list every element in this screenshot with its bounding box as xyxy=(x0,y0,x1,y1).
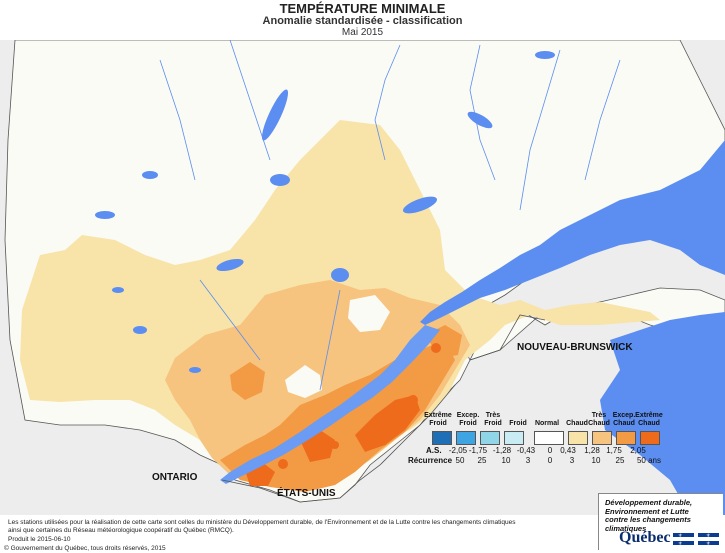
ministry-line-3: contre les changements xyxy=(605,515,691,524)
legend-swatch-5 xyxy=(534,431,564,445)
rivers xyxy=(159,40,621,391)
us-border xyxy=(221,384,456,503)
legend: Extrême Froid Excep. Froid Très Froid Froid… xyxy=(408,408,664,468)
legend-rec-2: 10 xyxy=(501,456,511,465)
legend-as-1: -1,75 xyxy=(468,446,488,455)
extreme-chaud-spot-1 xyxy=(431,343,441,353)
provincial-border xyxy=(469,314,546,361)
legend-swatch-8 xyxy=(616,431,636,445)
legend-as-5: 0,43 xyxy=(560,446,576,455)
excep-chaud-patch-1 xyxy=(230,362,265,400)
quebec-wordmark: Québec xyxy=(619,529,671,546)
footer-produced: Produit le 2015-06-10 xyxy=(8,536,71,543)
quebec-temperature-map: NOUVEAU-BRUNSWICK ONTARIO ÉTATS-UNIS xyxy=(0,40,725,515)
legend-rec-1: 25 xyxy=(477,456,487,465)
legend-as-4: 0 xyxy=(547,446,553,455)
fleur-de-lis-flag-icon: ⚜ ⚜ ⚜ ⚜ xyxy=(673,533,719,545)
ministry-line-4: climatiques xyxy=(605,523,647,533)
legend-head-8: Excep. Chaud xyxy=(612,412,636,427)
legend-as-0: -2,05 xyxy=(448,446,468,455)
legend-as-label: A.S. xyxy=(426,446,442,455)
legend-head-1: Extrême Froid xyxy=(424,412,452,427)
map-subtitle: Anomalie standardisée - classification xyxy=(262,15,463,27)
legend-swatch-2 xyxy=(456,431,476,445)
normal-pocket-1 xyxy=(285,365,322,398)
legend-rec-0: 50 xyxy=(455,456,465,465)
ministry-line-1: Développement durable, xyxy=(605,498,693,507)
extreme-chaud-spot-4 xyxy=(278,459,288,469)
extreme-chaud-spot-3 xyxy=(331,441,339,449)
anomaly-extreme-chaud-zone xyxy=(355,395,420,452)
legend-head-6: Chaud xyxy=(566,420,588,427)
legend-rec-6: 10 xyxy=(591,456,601,465)
ministry-logo-box: Développement durable, Environnement et … xyxy=(598,493,723,550)
legend-head-3: Très Froid xyxy=(484,412,502,427)
map-period: Mai 2015 xyxy=(341,27,384,38)
atlantic-gulf-water xyxy=(420,140,725,325)
label-nouveau-brunswick: NOUVEAU-BRUNSWICK xyxy=(517,342,633,353)
saint-lawrence-river xyxy=(220,325,440,484)
legend-as-3: -0,43 xyxy=(516,446,536,455)
footer-line-1: Les stations utilisées pour la réalisati… xyxy=(8,519,516,526)
legend-swatch-6 xyxy=(568,431,588,445)
legend-head-4: Froid xyxy=(509,420,527,427)
legend-swatch-3 xyxy=(480,431,500,445)
legend-rec-4: 0 xyxy=(547,456,553,465)
footer-line-2: ainsi que certaines du Réseau météorolog… xyxy=(8,527,234,534)
label-ontario: ONTARIO xyxy=(152,472,198,483)
legend-as-7: 1,75 xyxy=(606,446,622,455)
legend-rec-3: 3 xyxy=(525,456,531,465)
svg-text:⚜: ⚜ xyxy=(678,541,682,545)
legend-swatch-9 xyxy=(640,431,660,445)
legend-recurrence-label: Récurrence xyxy=(408,456,453,465)
legend-head-9: Extrême Chaud xyxy=(635,412,663,427)
legend-rec-5: 3 xyxy=(569,456,575,465)
svg-text:⚜: ⚜ xyxy=(706,533,710,539)
legend-rec-8: 50 ans xyxy=(636,456,662,465)
svg-text:⚜: ⚜ xyxy=(678,533,682,539)
map-title: TEMPÉRATURE MINIMALE xyxy=(279,1,446,16)
legend-as-8: 2,05 xyxy=(630,446,646,455)
legend-head-2: Excep. Froid xyxy=(456,412,480,427)
label-etats-unis: ÉTATS-UNIS xyxy=(277,486,336,499)
legend-as-6: 1,28 xyxy=(584,446,600,455)
ministry-line-2: Environnement et Lutte xyxy=(605,506,689,516)
legend-swatch-4 xyxy=(504,431,524,445)
normal-pocket-2 xyxy=(348,295,390,332)
svg-text:⚜: ⚜ xyxy=(706,541,710,545)
footer-copyright: © Gouvernement du Québec, tous droits ré… xyxy=(4,545,166,552)
lakes xyxy=(95,51,555,373)
extreme-chaud-spot-2 xyxy=(408,395,418,405)
legend-swatch-1 xyxy=(432,431,452,445)
map-header: TEMPÉRATURE MINIMALE Anomalie standardis… xyxy=(0,0,725,40)
legend-as-2: -1,28 xyxy=(492,446,512,455)
legend-swatch-7 xyxy=(592,431,612,445)
legend-rec-7: 25 xyxy=(615,456,625,465)
gulf-water-south xyxy=(600,312,725,515)
legend-head-7: Très Chaud xyxy=(588,412,610,427)
legend-head-5: Normal xyxy=(534,420,560,427)
ministry-name: Développement durable, Environnement et … xyxy=(605,498,693,533)
